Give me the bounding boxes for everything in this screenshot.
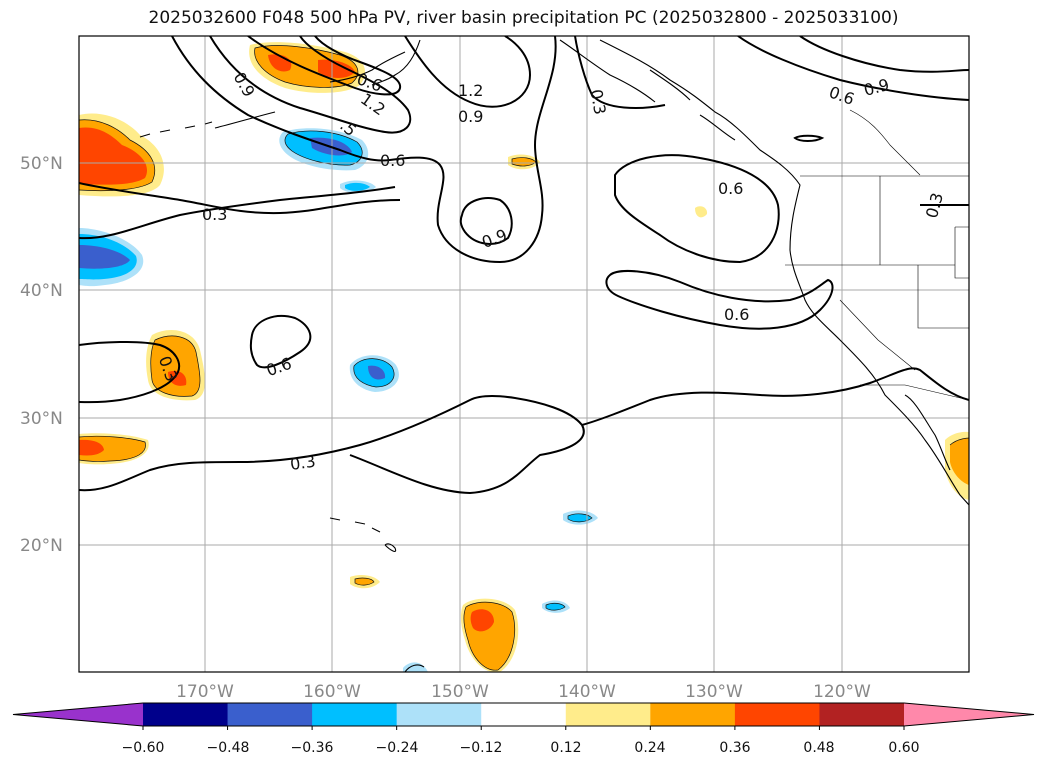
longitude-labels: 170°W 160°W 150°W 140°W 130°W 120°W (176, 682, 871, 702)
lon-label: 150°W (431, 682, 489, 702)
colorbar-swatch (819, 703, 905, 726)
colorbar-swatch (650, 703, 736, 726)
colorbar-swatch (227, 703, 313, 726)
gridlines (79, 36, 969, 672)
shaded-anomalies (79, 42, 969, 672)
map-area (79, 36, 969, 672)
contour-label: 0.3 (289, 452, 317, 474)
colorbar-tick-label: −0.48 (207, 740, 250, 756)
lon-label: 120°W (813, 682, 871, 702)
colorbar-extend-min (13, 703, 143, 726)
pv-contours (79, 36, 969, 495)
colorbar-swatch (734, 703, 820, 726)
colorbar-swatch (396, 703, 482, 726)
colorbar-tick-label: 0.24 (634, 740, 665, 756)
contour-label: 0.6 (380, 151, 405, 170)
colorbar-tick-label: 0.12 (550, 740, 581, 756)
colorbar-swatch (312, 703, 398, 726)
lon-label: 170°W (176, 682, 234, 702)
lon-label: 130°W (685, 682, 743, 702)
lon-label: 160°W (303, 682, 361, 702)
colorbar-tick-label: 0.48 (803, 740, 834, 756)
state-borders (785, 109, 969, 401)
lat-label: 40°N (20, 281, 63, 301)
colorbar-ticks: −0.60 −0.48 −0.36 −0.24 −0.12 0.12 0.24 … (122, 740, 920, 756)
contour-label: 0.3 (587, 88, 610, 116)
contour-label: 0.6 (724, 305, 749, 324)
lat-label: 20°N (20, 536, 63, 556)
colorbar-tick-label: −0.36 (291, 740, 334, 756)
colorbar-swatch (143, 703, 229, 726)
contour-label: 0.9 (458, 107, 483, 126)
colorbar (12, 702, 1035, 730)
colorbar-swatch (481, 703, 567, 726)
lon-label: 140°W (558, 682, 616, 702)
map-title: 2025032600 F048 500 hPa PV, river basin … (148, 8, 899, 28)
colorbar-extend-max (904, 703, 1034, 726)
lat-label: 50°N (20, 154, 63, 174)
colorbar-tick-label: 0.60 (888, 740, 919, 756)
colorbar-tick-label: −0.12 (460, 740, 503, 756)
latitude-labels: 50°N 40°N 30°N 20°N (20, 154, 63, 556)
colorbar-swatch (565, 703, 651, 726)
colorbar-tick-label: −0.24 (376, 740, 419, 756)
contour-label: 0.6 (718, 179, 743, 198)
lat-label: 30°N (20, 409, 63, 429)
contour-label: 1.2 (458, 81, 483, 100)
map-frame (78, 35, 970, 673)
colorbar-tick-label: 0.36 (719, 740, 750, 756)
contour-label: 0.3 (202, 205, 227, 224)
colorbar-tick-label: −0.60 (122, 740, 165, 756)
